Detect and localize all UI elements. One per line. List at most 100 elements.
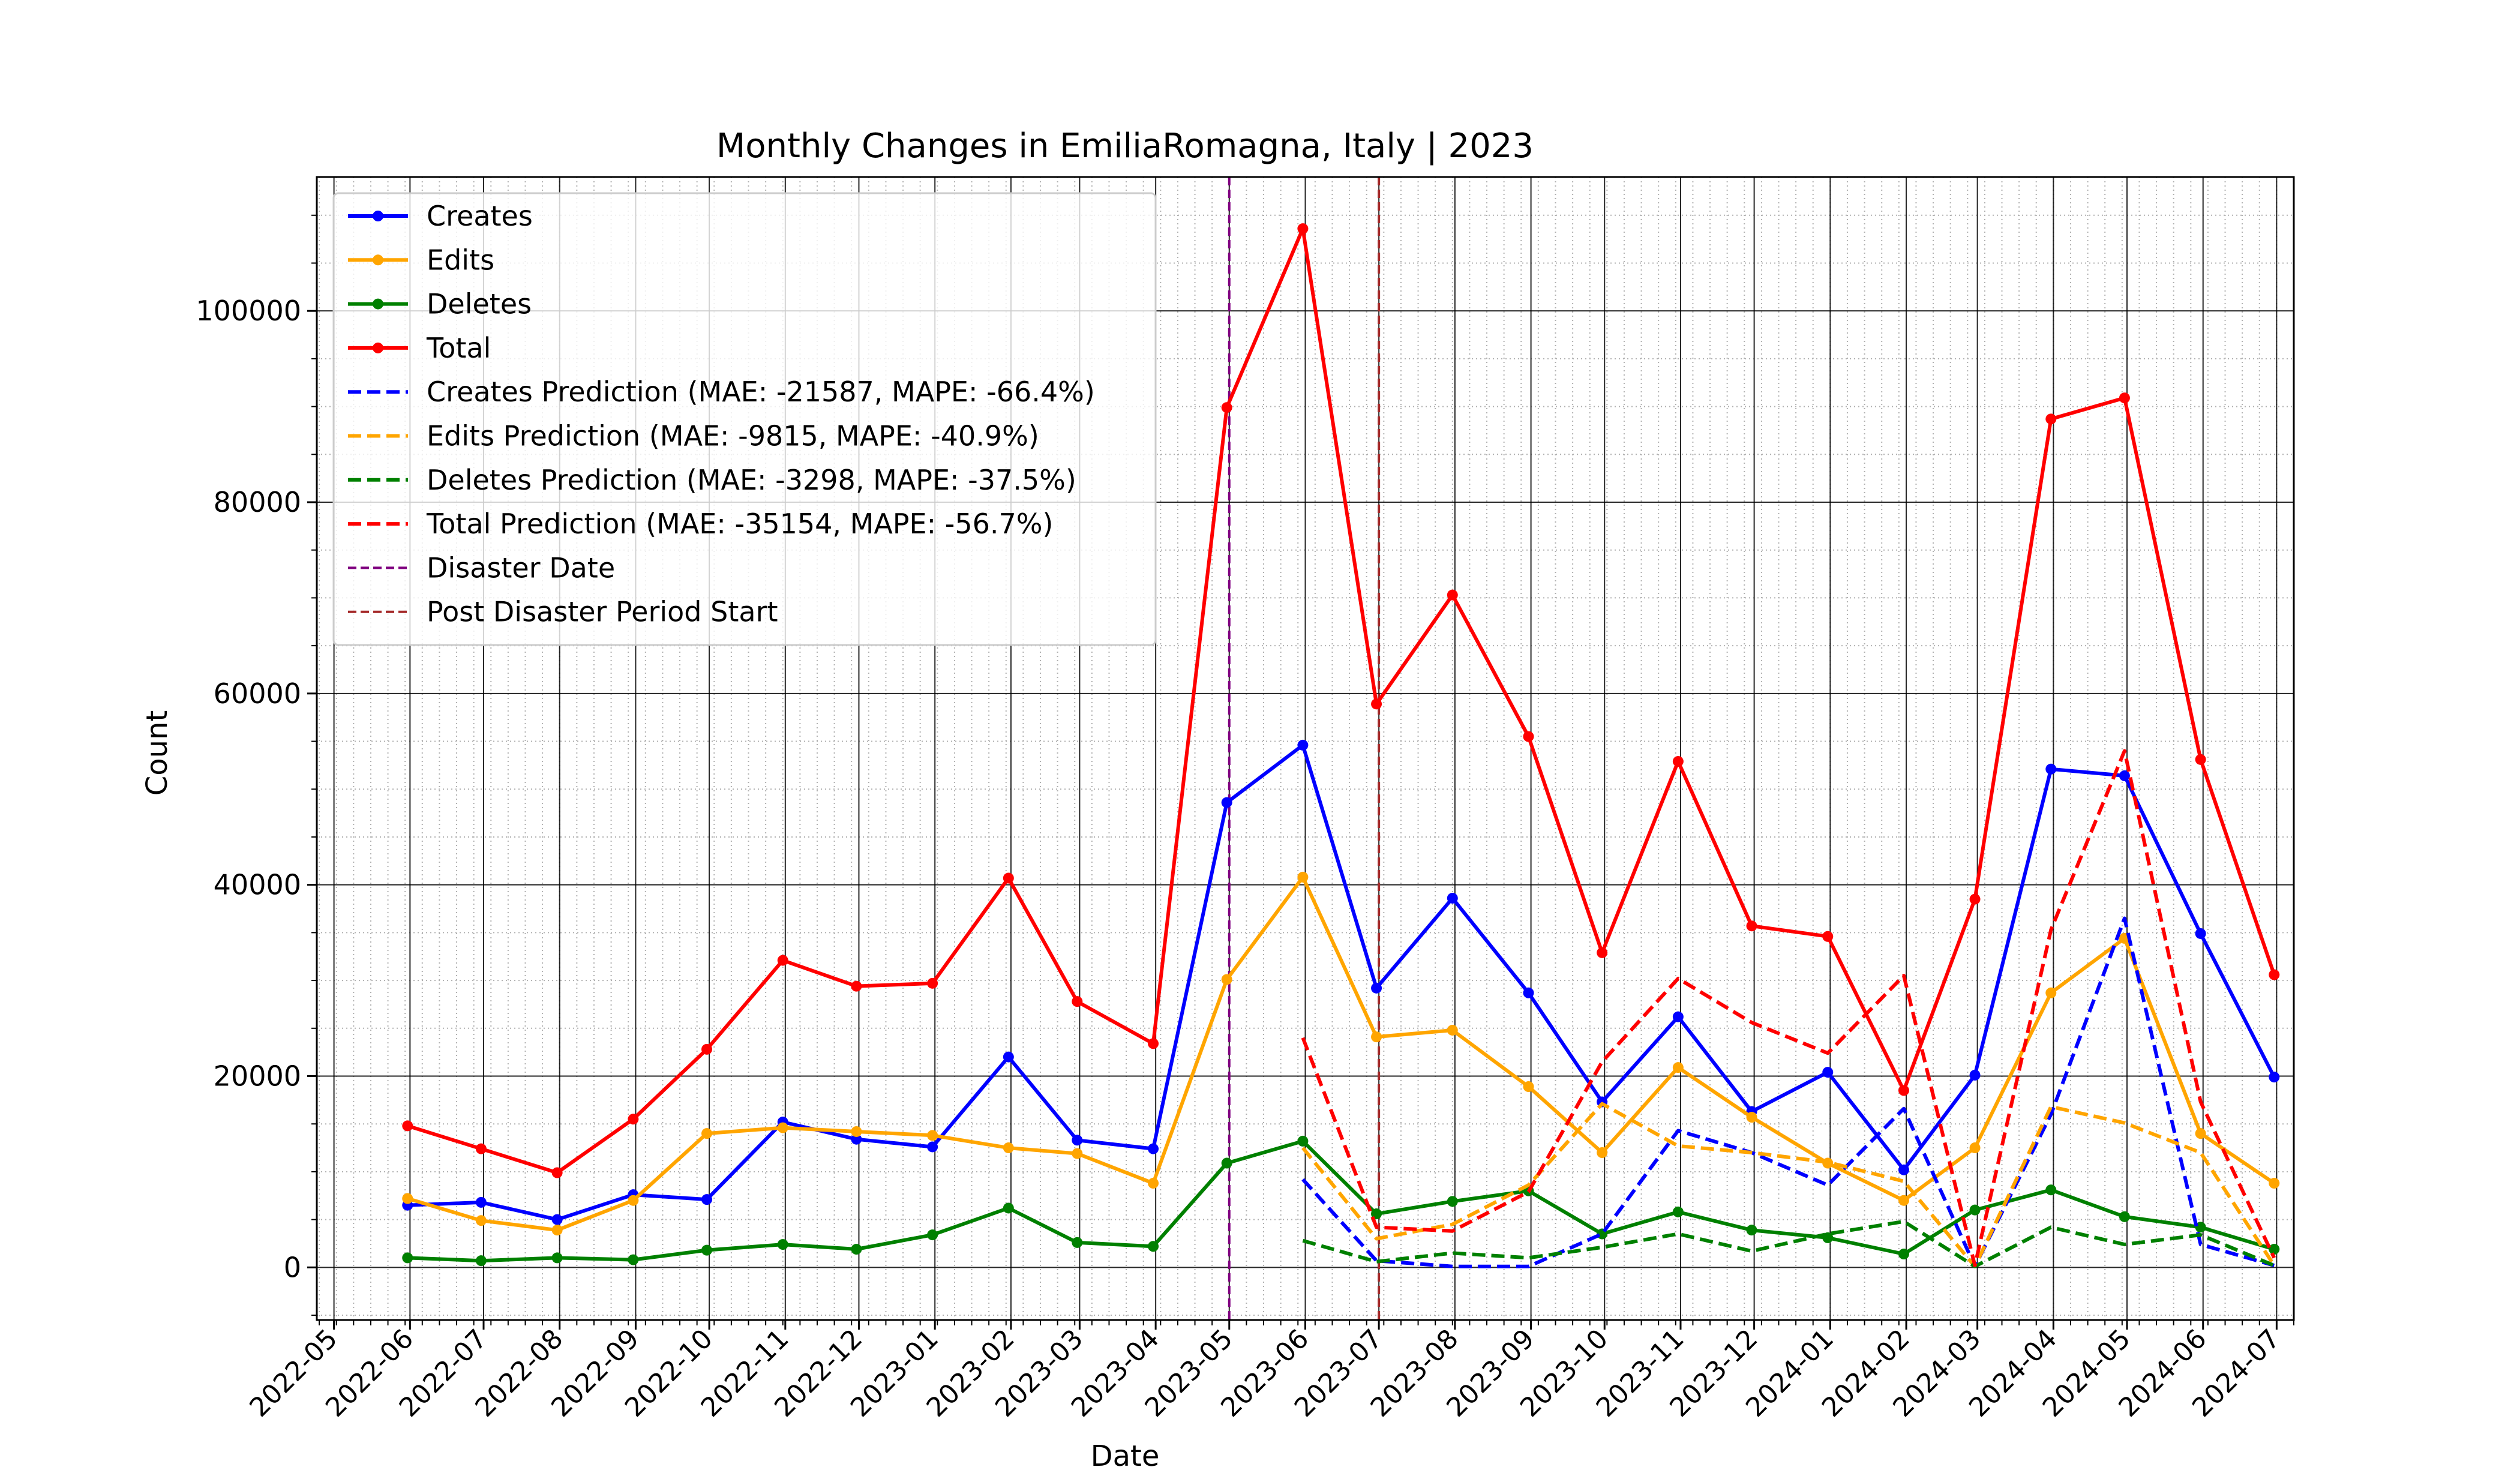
data-point <box>1221 402 1232 413</box>
data-point <box>1597 947 1608 958</box>
series-line <box>1301 1102 2276 1268</box>
data-point <box>1746 920 1757 932</box>
data-point <box>1148 1143 1159 1154</box>
data-point <box>1003 1202 1014 1214</box>
data-point <box>1898 1195 1909 1206</box>
data-point <box>1447 589 1458 601</box>
data-point <box>628 1114 639 1125</box>
legend-label: Creates <box>427 200 533 232</box>
data-point <box>927 1130 938 1141</box>
legend-box <box>332 192 1157 646</box>
data-point <box>628 1254 639 1265</box>
series-line <box>407 743 2276 1222</box>
data-point <box>551 1167 563 1178</box>
data-point <box>1523 1081 1534 1093</box>
data-point <box>927 977 938 989</box>
data-point <box>1969 893 1981 905</box>
data-point <box>2269 1178 2280 1189</box>
data-point <box>851 980 862 992</box>
y-axis-label: Count <box>140 710 174 796</box>
data-point <box>1072 996 1083 1007</box>
data-point <box>1597 1147 1608 1159</box>
data-point <box>1523 987 1534 998</box>
data-point <box>402 1252 413 1264</box>
series-line <box>1302 1219 2275 1268</box>
legend-marker <box>373 298 383 310</box>
data-point <box>1672 1011 1684 1022</box>
data-point <box>2195 1128 2206 1139</box>
legend-label: Deletes Prediction (MAE: -3298, MAPE: -3… <box>427 464 1076 496</box>
data-point <box>475 1255 487 1267</box>
legend-marker <box>373 342 383 353</box>
data-point <box>851 1244 862 1255</box>
y-tick-label: 80000 <box>214 486 301 518</box>
data-point <box>1898 1249 1909 1260</box>
data-point <box>402 1193 413 1204</box>
data-point <box>475 1196 487 1208</box>
data-point <box>1523 731 1534 742</box>
data-point <box>1148 1178 1159 1189</box>
y-tick-label: 0 <box>284 1251 301 1283</box>
legend-label: Total <box>426 332 491 364</box>
data-point <box>1447 1196 1458 1207</box>
series-line <box>1301 749 2276 1268</box>
data-point <box>701 1128 713 1139</box>
data-point <box>2045 987 2057 998</box>
data-point <box>1672 1206 1684 1217</box>
data-point <box>1672 756 1684 767</box>
data-point <box>1297 871 1309 883</box>
data-point <box>1822 1067 1834 1078</box>
y-tick-label: 60000 <box>214 677 301 710</box>
minor-grid <box>317 177 2294 1320</box>
data-point <box>777 1239 788 1250</box>
data-point <box>851 1133 862 1145</box>
data-point <box>2195 928 2206 939</box>
series-line <box>407 875 2275 1232</box>
data-point <box>2119 770 2130 781</box>
legend-label: Post Disaster Period Start <box>427 596 778 628</box>
data-point <box>1003 1051 1014 1063</box>
data-point <box>1072 1148 1083 1159</box>
legend-label: Disaster Date <box>427 551 615 584</box>
legend-label: Creates Prediction (MAE: -21587, MAPE: -… <box>427 376 1095 408</box>
data-point <box>551 1252 563 1264</box>
data-point <box>1447 1024 1458 1036</box>
data-point <box>1148 1241 1159 1252</box>
legend-label: Edits <box>427 244 494 276</box>
data-point <box>1297 739 1309 751</box>
data-point <box>1003 872 1014 884</box>
legend-marker <box>373 254 383 266</box>
data-point <box>1297 1135 1309 1147</box>
data-point <box>2269 1244 2280 1255</box>
data-point <box>1898 1085 1909 1096</box>
data-point <box>402 1120 413 1132</box>
data-point <box>927 1229 938 1241</box>
data-point <box>2269 1072 2280 1083</box>
data-point <box>551 1214 563 1225</box>
y-tick-label: 100000 <box>196 295 301 327</box>
data-point <box>701 1194 713 1205</box>
data-series <box>402 223 2280 1268</box>
data-point <box>2119 392 2130 404</box>
legend: Creates Edits Deletes Total Creates Predicti… <box>332 192 1157 646</box>
series-line <box>1301 916 2275 1268</box>
legend-marker <box>373 211 383 221</box>
data-point <box>1969 1142 1981 1154</box>
legend-label: Total Prediction (MAE: -35154, MAPE: -56… <box>426 508 1053 540</box>
data-point <box>1746 1112 1757 1123</box>
data-point <box>2195 1222 2206 1233</box>
data-point <box>1371 1031 1382 1043</box>
data-point <box>2045 763 2057 775</box>
data-point <box>475 1215 487 1226</box>
data-point <box>1969 1069 1981 1081</box>
legend-label: Deletes <box>427 288 532 320</box>
data-point <box>1371 982 1382 994</box>
chart-title: Monthly Changes in EmiliaRomagna, Italy … <box>716 127 1534 166</box>
series-line <box>407 227 2276 1175</box>
data-point <box>1148 1038 1159 1049</box>
reference-lines <box>1228 177 1381 1320</box>
data-point <box>1003 1142 1014 1154</box>
data-point <box>2195 754 2206 765</box>
legend-label: Edits Prediction (MAE: -9815, MAPE: -40.… <box>427 420 1039 452</box>
data-point <box>628 1195 639 1206</box>
